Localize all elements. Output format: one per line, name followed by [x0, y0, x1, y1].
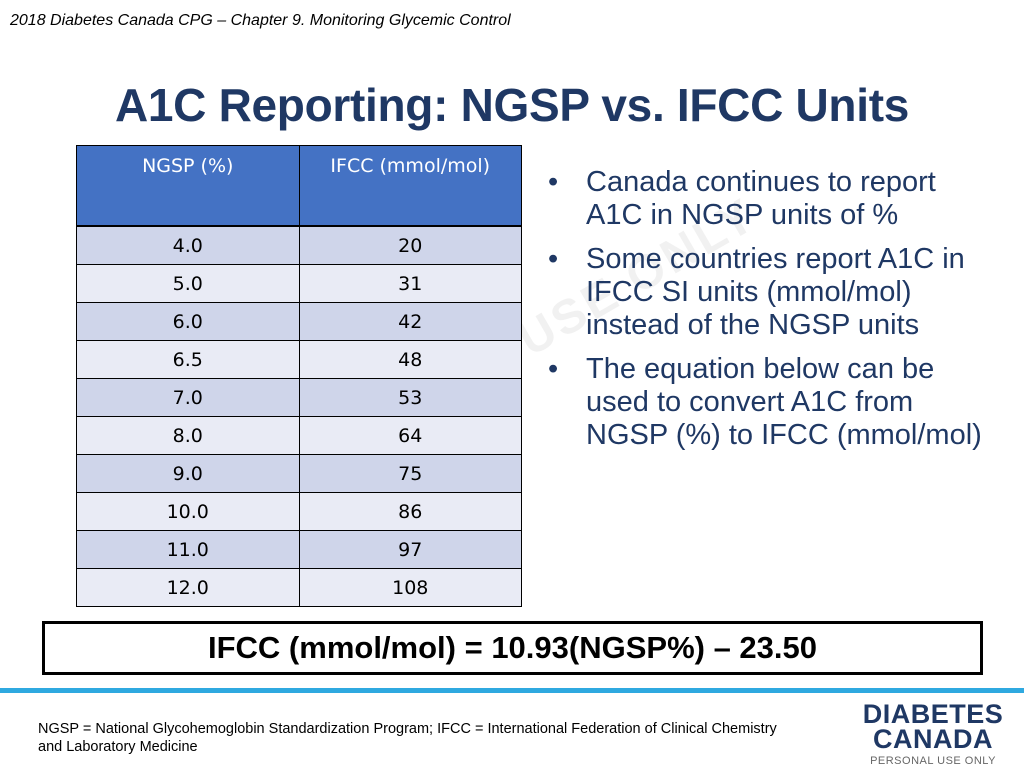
ifcc-cell: 75	[298, 454, 522, 493]
bullet-item: • Canada continues to report A1C in NGSP…	[548, 166, 988, 232]
accent-bar	[0, 688, 1024, 693]
ngsp-cell: 4.0	[76, 225, 300, 265]
diabetes-canada-logo: DIABETES CANADA PERSONAL USE ONLY	[858, 699, 1008, 768]
ifcc-cell: 64	[298, 416, 522, 455]
ifcc-cell: 86	[298, 492, 522, 531]
slide-title: A1C Reporting: NGSP vs. IFCC Units	[114, 79, 910, 131]
bullet-text: The equation below can be used to conver…	[586, 353, 982, 451]
ifcc-cell: 108	[298, 568, 522, 607]
table-row: 10.0 86	[76, 492, 522, 531]
ngsp-cell: 5.0	[76, 264, 300, 303]
table-row: 7.0 53	[76, 378, 522, 417]
ngsp-cell: 6.0	[76, 302, 300, 341]
a1c-conversion-table: NGSP (%) IFCC (mmol/mol) 4.0 20 5.0 31 6…	[76, 145, 522, 607]
table-row: 8.0 64	[76, 416, 522, 455]
column-header-ngsp: NGSP (%)	[76, 145, 300, 227]
ngsp-cell: 6.5	[76, 340, 300, 379]
bullet-list: • Canada continues to report A1C in NGSP…	[548, 166, 988, 463]
bullet-glyph: •	[548, 353, 559, 385]
conversion-equation: IFCC (mmol/mol) = 10.93(NGSP%) – 23.50	[42, 621, 983, 675]
ngsp-cell: 8.0	[76, 416, 300, 455]
table-row: 5.0 31	[76, 264, 522, 303]
table-row: 4.0 20	[76, 225, 522, 265]
bullet-glyph: •	[548, 166, 559, 198]
ifcc-cell: 20	[298, 225, 522, 265]
table-row: 12.0 108	[76, 568, 522, 607]
table-row: 9.0 75	[76, 454, 522, 493]
header-caption: 2018 Diabetes Canada CPG – Chapter 9. Mo…	[10, 12, 511, 29]
ifcc-cell: 97	[298, 530, 522, 569]
ifcc-cell: 53	[298, 378, 522, 417]
ifcc-cell: 42	[298, 302, 522, 341]
footnote: NGSP = National Glycohemoglobin Standard…	[38, 721, 777, 755]
logo-tagline: PERSONAL USE ONLY	[870, 755, 996, 767]
logo-line-1: DIABETES	[862, 699, 1004, 729]
ifcc-cell: 48	[298, 340, 522, 379]
table-row: 6.0 42	[76, 302, 522, 341]
table-header-row: NGSP (%) IFCC (mmol/mol)	[76, 145, 522, 227]
bullet-item: • Some countries report A1C in IFCC SI u…	[548, 243, 988, 342]
ngsp-cell: 12.0	[76, 568, 300, 607]
ngsp-cell: 10.0	[76, 492, 300, 531]
ngsp-cell: 9.0	[76, 454, 300, 493]
bullet-text: Canada continues to report A1C in NGSP u…	[586, 166, 936, 231]
logo-line-2: CANADA	[873, 724, 993, 754]
ngsp-cell: 7.0	[76, 378, 300, 417]
bullet-text: Some countries report A1C in IFCC SI uni…	[586, 243, 965, 341]
table-row: 11.0 97	[76, 530, 522, 569]
bullet-glyph: •	[548, 243, 559, 275]
ngsp-cell: 11.0	[76, 530, 300, 569]
table-row: 6.5 48	[76, 340, 522, 379]
bullet-item: • The equation below can be used to conv…	[548, 353, 988, 452]
column-header-ifcc: IFCC (mmol/mol)	[298, 145, 522, 227]
ifcc-cell: 31	[298, 264, 522, 303]
